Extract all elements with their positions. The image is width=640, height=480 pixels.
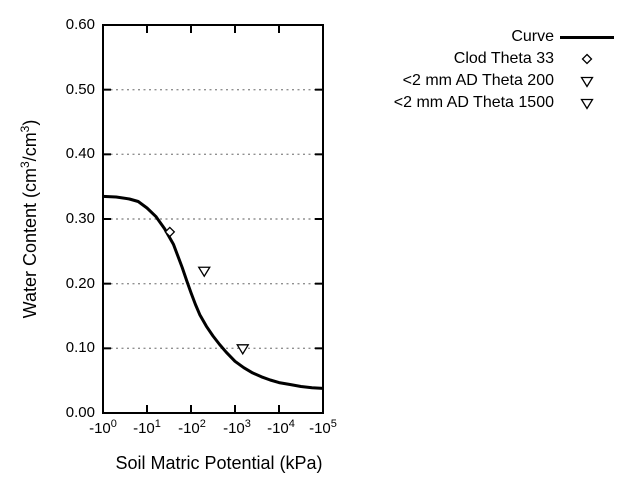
data-point-triangle-down: [197, 266, 211, 278]
retention-curve-line: [102, 194, 324, 390]
legend-diamond-icon: [554, 48, 620, 70]
y-tick-label: 0.20: [65, 275, 95, 292]
x-axis-title: Soil Matric Potential (kPa): [115, 453, 323, 473]
legend-line-sample: [554, 26, 620, 48]
axis-frame: [102, 24, 324, 414]
legend-item-clod-theta-33: Clod Theta 33: [340, 48, 620, 70]
legend-item-curve: Curve: [340, 26, 620, 48]
x-tick-label: -103: [223, 418, 251, 438]
legend-label: Curve: [511, 28, 554, 45]
data-point-diamond: [164, 226, 176, 238]
x-tick-label: -105: [309, 418, 337, 438]
triangle-down-icon-shape: [580, 98, 594, 110]
data-point-triangle-down: [236, 344, 250, 356]
triangle-down-icon-shape: [580, 76, 594, 88]
x-tick-label: -101: [133, 418, 161, 438]
legend-label: Clod Theta 33: [453, 50, 554, 67]
y-tick-label: 0.30: [65, 210, 95, 227]
triangle-down-icon: [580, 76, 594, 88]
diamond-icon: [581, 53, 593, 65]
legend-item-ad-theta-200: <2 mm AD Theta 200: [340, 70, 620, 92]
y-tick-label: 0.60: [65, 16, 95, 33]
x-tick-label: -104: [267, 418, 295, 438]
legend-label: <2 mm AD Theta 200: [402, 72, 554, 89]
legend-label: <2 mm AD Theta 1500: [393, 94, 554, 111]
y-tick-label: 0.40: [65, 145, 95, 162]
y-axis-title: Water Content (cm3/cm3): [18, 119, 40, 319]
legend: Curve Clod Theta 33 <2 mm AD Theta 200 <…: [340, 26, 620, 114]
y-tick-label: 0.10: [65, 339, 95, 356]
legend-item-ad-theta-1500: <2 mm AD Theta 1500: [340, 92, 620, 114]
y-tick-label: 0.00: [65, 404, 95, 421]
x-tick-label: -102: [178, 418, 206, 438]
legend-triangle-down-icon: [554, 70, 620, 92]
y-tick-label: 0.50: [65, 81, 95, 98]
legend-triangle-down-icon: [554, 92, 620, 114]
x-tick-label: -100: [89, 418, 117, 438]
curve-line-swatch: [560, 35, 614, 39]
triangle-down-icon: [580, 98, 594, 110]
diamond-icon-shape: [581, 53, 593, 65]
